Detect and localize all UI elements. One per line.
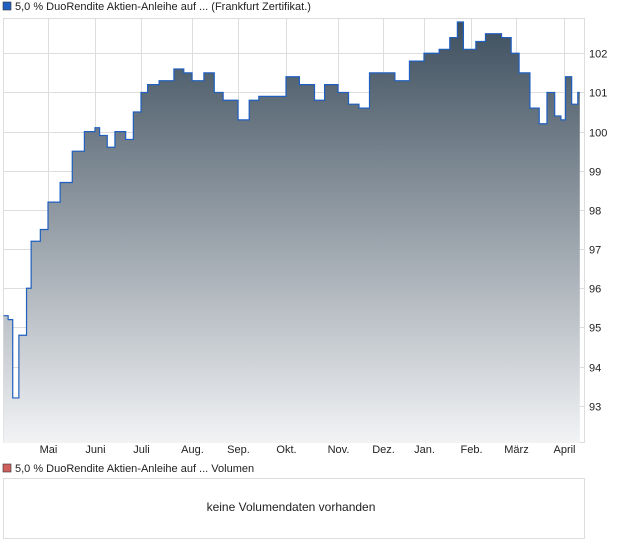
x-tick-label: Okt. [276, 444, 296, 456]
y-tick-label: 102 [589, 49, 607, 61]
volume-chart-title: 5,0 % DuoRendite Aktien-Anleihe auf ... … [15, 463, 254, 475]
x-tick-label: März [504, 444, 528, 456]
y-tick-label: 94 [589, 363, 601, 375]
y-tick-label: 100 [589, 128, 607, 140]
volume-empty-message: keine Volumendaten vorhanden [207, 500, 376, 514]
y-tick-label: 93 [589, 402, 601, 414]
x-tick-label: Mai [40, 444, 58, 456]
y-tick-label: 96 [589, 284, 601, 296]
x-tick-label: Feb. [460, 444, 482, 456]
y-tick-label: 101 [589, 88, 607, 100]
price-chart-title: 5,0 % DuoRendite Aktien-Anleihe auf ... … [15, 1, 311, 13]
x-tick-label: Dez. [372, 444, 395, 456]
y-tick-label: 99 [589, 167, 601, 179]
x-tick-label: Juli [133, 444, 150, 456]
x-tick-label: Juni [85, 444, 105, 456]
price-area [3, 21, 580, 443]
x-tick-label: Sep. [227, 444, 250, 456]
y-tick-label: 98 [589, 206, 601, 218]
x-tick-label: April [553, 444, 575, 456]
y-tick-label: 97 [589, 245, 601, 257]
y-tick-label: 95 [589, 323, 601, 335]
volume-plot-area [3, 478, 585, 539]
x-tick-label: Nov. [328, 444, 350, 456]
x-tick-label: Aug. [181, 444, 204, 456]
x-tick-label: Jan. [414, 444, 435, 456]
price-line [3, 21, 580, 399]
price-legend-swatch [2, 1, 12, 11]
volume-legend-swatch [2, 463, 12, 473]
